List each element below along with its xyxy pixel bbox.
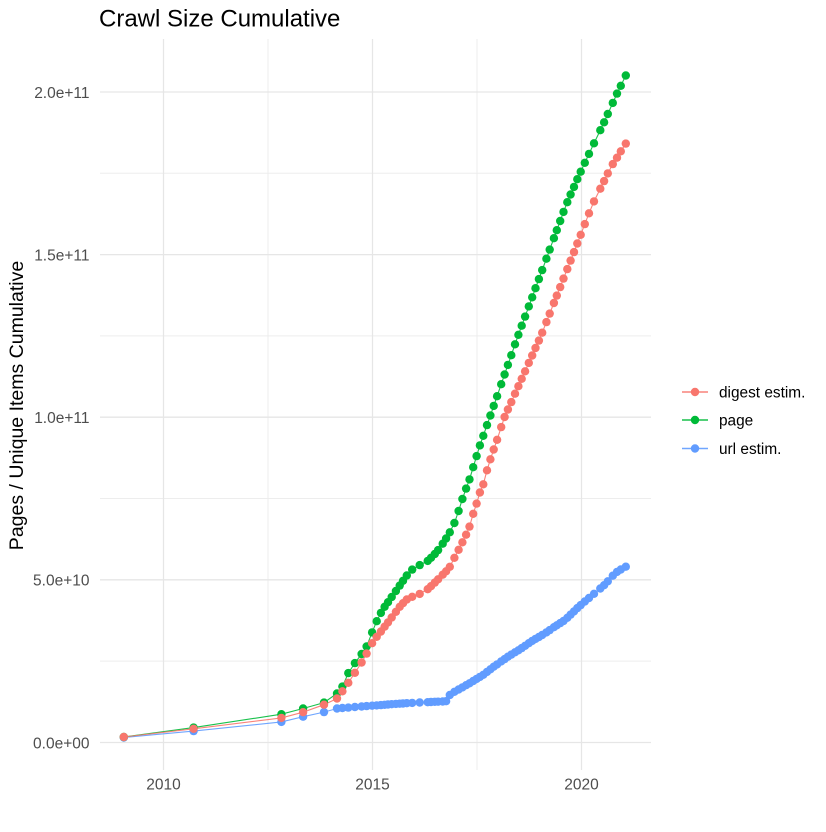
svg-text:Pages / Unique Items Cumulativ: Pages / Unique Items Cumulative — [6, 261, 28, 550]
svg-text:url estim.: url estim. — [719, 441, 781, 458]
svg-text:2015: 2015 — [355, 777, 389, 794]
svg-text:1.5e+11: 1.5e+11 — [34, 247, 89, 264]
svg-text:1.0e+11: 1.0e+11 — [34, 410, 89, 427]
svg-text:2.0e+11: 2.0e+11 — [34, 85, 89, 102]
svg-text:5.0e+10: 5.0e+10 — [33, 573, 90, 590]
svg-text:Crawl Size Cumulative: Crawl Size Cumulative — [99, 5, 340, 32]
svg-text:0.0e+00: 0.0e+00 — [33, 735, 90, 752]
svg-text:digest estim.: digest estim. — [719, 384, 805, 401]
svg-text:2020: 2020 — [564, 777, 599, 794]
svg-text:page: page — [719, 412, 753, 429]
svg-text:2010: 2010 — [146, 777, 181, 794]
